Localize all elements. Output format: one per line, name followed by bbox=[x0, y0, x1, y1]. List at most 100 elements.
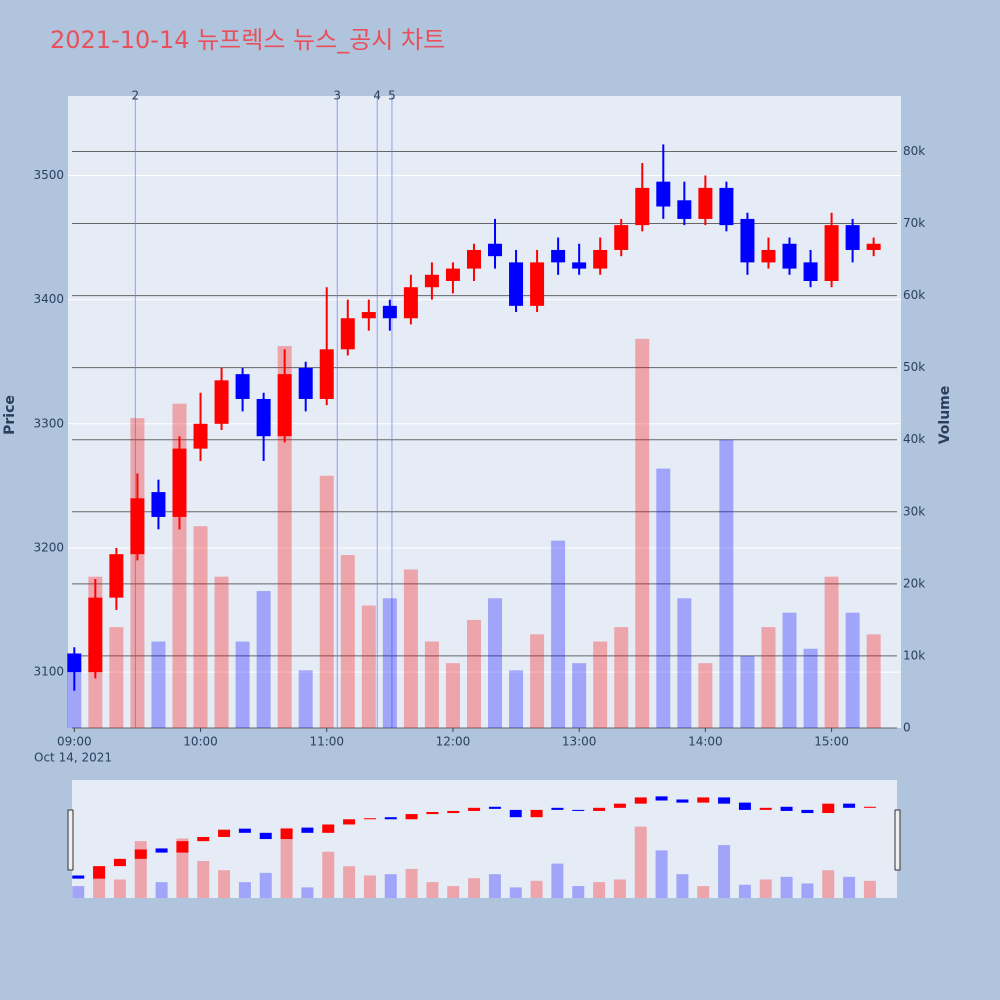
candle-body bbox=[193, 423, 208, 449]
volume-bar bbox=[151, 641, 166, 728]
volume-bar bbox=[466, 619, 481, 728]
volume-bar bbox=[866, 634, 881, 728]
candle-body bbox=[403, 287, 418, 319]
slider-candle bbox=[593, 807, 606, 811]
candle-body bbox=[614, 225, 629, 250]
y2-tick-label: 50k bbox=[903, 360, 925, 374]
slider-candle bbox=[676, 799, 689, 803]
slider-candle bbox=[655, 796, 668, 801]
slider-candle bbox=[634, 797, 647, 804]
slider-volume-bar bbox=[155, 882, 168, 898]
candle-body bbox=[551, 249, 566, 263]
volume-bar bbox=[424, 641, 439, 728]
volume-bar bbox=[67, 663, 82, 728]
slider-candle bbox=[843, 803, 856, 808]
volume-bar bbox=[656, 468, 671, 728]
x-tick-label: 14:00 bbox=[688, 735, 723, 749]
volume-bar bbox=[193, 526, 208, 728]
candle-body bbox=[866, 243, 881, 250]
candle-body bbox=[824, 225, 839, 282]
slider-volume-bar bbox=[593, 882, 606, 898]
slider-volume-bar bbox=[509, 887, 522, 898]
candle-body bbox=[719, 187, 734, 226]
slider-candle bbox=[72, 875, 85, 879]
volume-bar bbox=[488, 598, 503, 728]
volume-bar bbox=[698, 663, 713, 728]
y2-tick-label: 80k bbox=[903, 144, 925, 158]
volume-bar bbox=[509, 670, 524, 728]
volume-bar bbox=[382, 598, 397, 728]
y2-tick-label: 30k bbox=[903, 504, 925, 518]
slider-volume-bar bbox=[218, 870, 231, 898]
range-slider[interactable] bbox=[72, 780, 897, 898]
slider-volume-bar bbox=[551, 863, 564, 898]
volume-bar bbox=[635, 338, 650, 728]
volume-bar bbox=[845, 612, 860, 728]
slider-candle bbox=[780, 806, 793, 811]
plot-area bbox=[68, 96, 901, 728]
candle-body bbox=[340, 318, 355, 350]
x-tick-label: 10:00 bbox=[183, 735, 218, 749]
volume-bar bbox=[677, 598, 692, 728]
slider-volume-bar bbox=[676, 874, 689, 898]
y-axis-title: Price bbox=[2, 395, 18, 435]
candle-body bbox=[88, 597, 103, 673]
candle-body bbox=[782, 243, 797, 269]
volume-bar bbox=[403, 569, 418, 728]
slider-candle bbox=[697, 797, 710, 803]
volume-bar bbox=[340, 555, 355, 728]
slider-candle bbox=[426, 811, 439, 815]
slider-candle bbox=[447, 810, 460, 814]
range-handle-left[interactable] bbox=[67, 809, 74, 871]
annotation-label: 3 bbox=[333, 89, 341, 103]
slider-volume-bar bbox=[801, 883, 814, 898]
candle-body bbox=[361, 312, 376, 319]
slider-candle bbox=[155, 848, 168, 853]
candle-body bbox=[635, 187, 650, 226]
slider-volume-bar bbox=[197, 860, 210, 898]
volume-bar bbox=[803, 648, 818, 728]
candle-body bbox=[488, 243, 503, 257]
slider-volume-bar bbox=[718, 845, 731, 898]
x-tick-label: 09:00 bbox=[57, 735, 92, 749]
candle-body bbox=[277, 374, 292, 437]
slider-candle bbox=[509, 809, 522, 818]
slider-candle bbox=[93, 866, 106, 879]
y-tick-label: 3200 bbox=[33, 540, 64, 554]
slider-volume-bar bbox=[468, 878, 481, 898]
slider-volume-bar bbox=[384, 874, 397, 898]
volume-bar bbox=[761, 627, 776, 728]
slider-volume-bar bbox=[72, 886, 85, 898]
slider-candle bbox=[280, 828, 293, 840]
candle-body bbox=[466, 249, 481, 269]
range-handle-right[interactable] bbox=[894, 809, 901, 871]
candle-body bbox=[761, 249, 776, 263]
x-tick-label: 11:00 bbox=[309, 735, 344, 749]
y-tick-label: 3500 bbox=[33, 168, 64, 182]
slider-candle bbox=[863, 806, 876, 808]
slider-candle bbox=[134, 849, 147, 859]
volume-bar bbox=[235, 641, 250, 728]
volume-bar bbox=[298, 670, 313, 728]
y2-tick-label: 60k bbox=[903, 288, 925, 302]
slider-candle bbox=[322, 824, 335, 833]
volume-bar bbox=[719, 439, 734, 728]
slider-volume-bar bbox=[259, 872, 272, 898]
slider-volume-bar bbox=[176, 838, 189, 898]
slider-volume-bar bbox=[613, 879, 626, 898]
candle-body bbox=[698, 187, 713, 219]
candle-body bbox=[256, 398, 271, 437]
slider-candle bbox=[801, 809, 814, 814]
slider-candle bbox=[363, 818, 376, 820]
slider-volume-bar bbox=[759, 879, 772, 898]
slider-candle bbox=[572, 809, 585, 811]
slider-volume-bar bbox=[280, 827, 293, 898]
volume-bar bbox=[256, 591, 271, 728]
slider-volume-bar bbox=[343, 866, 356, 898]
slider-candle bbox=[343, 819, 356, 825]
slider-volume-bar bbox=[572, 886, 585, 898]
candle-body bbox=[298, 367, 313, 399]
annotation-label: 2 bbox=[131, 89, 139, 103]
slider-candle bbox=[613, 803, 626, 808]
y-tick-label: 3300 bbox=[33, 416, 64, 430]
